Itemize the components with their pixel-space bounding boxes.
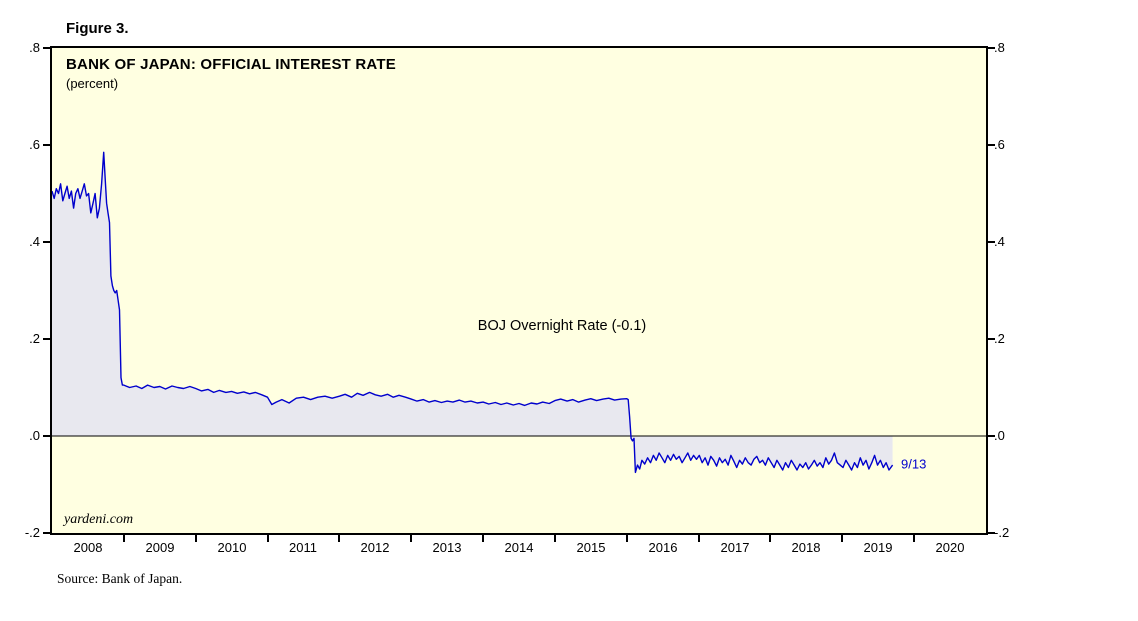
y-axis-label-left: -.2 [24,525,40,540]
y-axis-tick-left [43,47,50,49]
y-axis-label-left: .2 [29,331,40,346]
x-axis-tick [769,535,771,542]
x-axis-label-year: 2010 [217,540,247,555]
y-axis-tick-left [43,338,50,340]
y-axis-label-right: .2 [994,331,1005,346]
x-axis-tick [195,535,197,542]
x-axis-tick [626,535,628,542]
x-axis-tick [913,535,915,542]
x-axis-tick [267,535,269,542]
chart-plot-area: BANK OF JAPAN: OFFICIAL INTEREST RATE (p… [50,46,988,535]
y-axis-tick-left [43,435,50,437]
x-axis-tick [410,535,412,542]
figure-label: Figure 3. [66,20,129,37]
x-axis-label-year: 2014 [504,540,534,555]
y-axis-label-left: .4 [29,234,40,249]
series-annotation: BOJ Overnight Rate (-0.1) [477,318,647,334]
y-axis-label-right: .0 [994,428,1005,443]
y-axis-label-right: .6 [994,137,1005,152]
source-note: Source: Bank of Japan. [57,571,183,586]
y-axis-label-right: .8 [994,40,1005,55]
x-axis-tick [338,535,340,542]
x-axis-label-year: 2018 [791,540,821,555]
chart-title: BANK OF JAPAN: OFFICIAL INTEREST RATE [66,56,396,73]
y-axis-tick-left [43,241,50,243]
series-line [52,151,894,474]
y-axis-tick-right [988,338,995,340]
y-axis-tick-right [988,435,995,437]
watermark-yardeni: yardeni.com [64,512,134,527]
x-axis-label-year: 2020 [935,540,965,555]
x-axis-tick [482,535,484,542]
x-axis-label-year: 2013 [432,540,462,555]
y-axis-tick-right [988,532,995,534]
boj-rate-line-chart [52,151,986,474]
x-axis-tick [554,535,556,542]
x-axis-tick [123,535,125,542]
x-axis-label-year: 2011 [289,540,317,555]
x-axis-tick [698,535,700,542]
y-axis-label-left: .8 [29,40,40,55]
y-axis-tick-right [988,241,995,243]
y-axis-label-left: .6 [29,137,40,152]
y-axis-tick-right [988,144,995,146]
x-axis-label-year: 2019 [863,540,893,555]
x-axis-label-year: 2015 [576,540,606,555]
y-axis-label-left: .0 [29,428,40,443]
y-axis-label-right: .4 [994,234,1005,249]
x-axis-label-year: 2012 [360,540,390,555]
x-axis-label-year: 2017 [720,540,750,555]
y-axis-tick-left [43,532,50,534]
series-area-fill [52,152,893,473]
y-axis-label-right: -.2 [994,525,1010,540]
x-axis-label-year: 2008 [73,540,103,555]
y-axis-tick-left [43,144,50,146]
x-axis-label-year: 2009 [145,540,175,555]
y-axis-tick-right [988,47,995,49]
chart-subtitle: (percent) [66,76,119,91]
x-axis-tick [841,535,843,542]
last-point-date-label: 9/13 [901,456,927,472]
x-axis-label-year: 2016 [648,540,678,555]
chart-canvas: BANK OF JAPAN: OFFICIAL INTEREST RATE (p… [52,48,986,533]
